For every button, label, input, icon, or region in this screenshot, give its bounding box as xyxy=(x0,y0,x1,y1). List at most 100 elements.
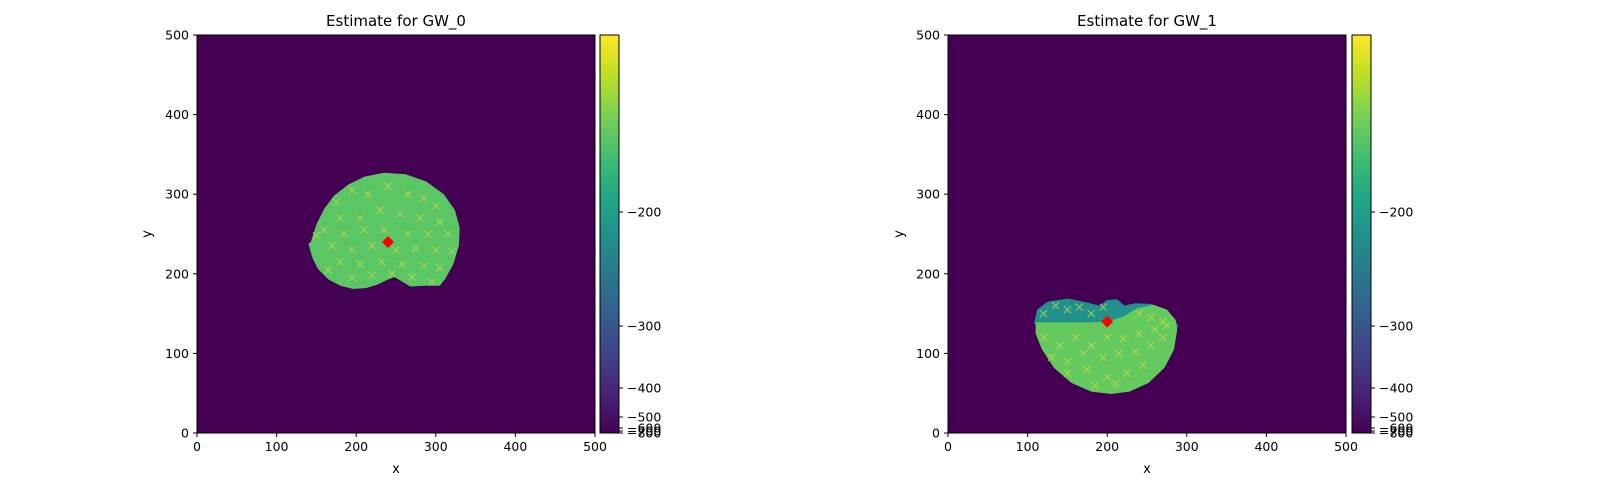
plot-frame xyxy=(947,34,1347,434)
sample-point-stroke xyxy=(376,206,384,215)
sample-point-stroke xyxy=(396,210,404,218)
sample-point xyxy=(435,263,444,272)
sample-point xyxy=(1091,381,1100,390)
y-tick-label: 100 xyxy=(916,346,940,361)
y-tick-label: 0 xyxy=(181,426,189,441)
sample-point xyxy=(1131,347,1139,356)
sample-point-stroke xyxy=(1135,309,1143,318)
sample-point xyxy=(419,194,428,203)
sample-point-stroke xyxy=(1103,373,1112,382)
panel-1-title: Estimate for GW_1 xyxy=(1077,12,1217,31)
colorbar-tick-label: −600 xyxy=(627,421,661,436)
sample-point-stroke xyxy=(1147,313,1155,322)
sample-point xyxy=(431,246,440,254)
sample-point xyxy=(1159,317,1167,326)
y-tick-label: 400 xyxy=(916,107,940,122)
sample-point xyxy=(423,230,432,238)
colorbar-tick-label: −300 xyxy=(627,319,661,334)
panel-1: Estimate for GW_1 0 100 200 300 400 500 0 100 20… xyxy=(892,12,1413,477)
sample-point-stroke xyxy=(356,214,365,222)
sample-point-stroke xyxy=(1075,303,1084,312)
sample-point-stroke xyxy=(1063,357,1072,366)
sample-point-stroke xyxy=(404,190,412,199)
colorbar-tick-label: −700 xyxy=(1379,424,1413,439)
sample-point-stroke xyxy=(415,214,424,222)
sample-point xyxy=(336,257,345,266)
panel-1-colorbar: −200 −300 −400 −500−600−700−800 xyxy=(1351,34,1413,441)
sample-point xyxy=(380,226,388,234)
sample-point xyxy=(348,273,357,282)
sample-point-stroke xyxy=(423,230,432,238)
sample-point xyxy=(332,198,341,207)
colorbar-tick-label: −300 xyxy=(1379,319,1413,334)
sample-point xyxy=(1047,353,1056,362)
sample-point-stroke xyxy=(1115,349,1124,358)
sample-point xyxy=(1159,333,1167,342)
sample-point-stroke xyxy=(336,214,345,222)
colorbar-frame xyxy=(599,34,620,434)
sample-point xyxy=(1115,349,1124,358)
true-source-marker xyxy=(1101,315,1114,328)
sample-point-stroke xyxy=(419,261,428,270)
sample-point xyxy=(419,261,428,270)
y-tick-label: 300 xyxy=(916,187,940,202)
sample-point xyxy=(377,257,386,266)
sample-point-stroke xyxy=(368,271,377,280)
y-tick-label: 500 xyxy=(916,28,940,43)
likelihood-region-1 xyxy=(1035,304,1178,394)
sample-point-stroke xyxy=(412,244,420,253)
panel-1-xlabel: x xyxy=(1143,462,1151,477)
sample-point xyxy=(427,277,436,286)
sample-point xyxy=(398,260,407,269)
sample-point-stroke xyxy=(1079,349,1088,358)
sample-point xyxy=(1103,373,1112,382)
sample-point-stroke xyxy=(1083,365,1092,374)
y-tick-label: 300 xyxy=(165,187,189,202)
sample-point-stroke xyxy=(377,257,386,266)
sample-point-stroke xyxy=(1039,333,1048,342)
panel-0-title: Estimate for GW_0 xyxy=(326,12,466,31)
sample-point xyxy=(368,271,377,280)
sample-point-stroke xyxy=(1151,325,1159,334)
sample-point-stroke xyxy=(360,226,369,234)
x-tick-label: 100 xyxy=(265,439,289,454)
sample-point-stroke xyxy=(356,260,365,269)
sample-point xyxy=(415,214,424,222)
sample-point-stroke xyxy=(384,182,392,191)
sample-point-stroke xyxy=(1123,369,1131,378)
sample-point-stroke xyxy=(1139,361,1147,370)
sample-point-stroke xyxy=(1099,353,1108,362)
sample-point-stroke xyxy=(443,230,452,238)
sample-point xyxy=(1099,353,1108,362)
sample-point xyxy=(435,218,444,226)
sample-point-stroke xyxy=(324,265,333,274)
y-tick-label: 200 xyxy=(916,266,940,281)
sample-point xyxy=(1051,301,1060,310)
x-tick-label: 300 xyxy=(1175,439,1199,454)
sample-point xyxy=(1147,313,1155,322)
sample-point xyxy=(1071,333,1080,342)
sample-point-stroke xyxy=(419,194,428,203)
sample-point-stroke xyxy=(1091,381,1100,390)
colorbar-gradient xyxy=(600,35,619,433)
sample-point-stroke xyxy=(380,226,388,234)
panel-0-ylabel: y xyxy=(140,230,155,238)
sample-point-stroke xyxy=(408,273,416,281)
colorbar-tick-label: −700 xyxy=(627,424,661,439)
sample-point xyxy=(443,230,452,238)
sample-point xyxy=(388,269,396,278)
sample-point xyxy=(1111,379,1120,388)
x-tick-label: 0 xyxy=(193,439,201,454)
sample-point xyxy=(404,190,412,199)
sample-point-stroke xyxy=(1051,301,1060,310)
x-tick-label: 500 xyxy=(583,439,607,454)
sample-point-stroke xyxy=(388,269,396,278)
sample-point xyxy=(1087,341,1096,350)
x-tick-label: 300 xyxy=(424,439,448,454)
colorbar-gradient xyxy=(1352,35,1371,433)
sample-point-stroke xyxy=(1111,379,1120,388)
colorbar-tick-label: −800 xyxy=(1379,426,1413,441)
sample-point xyxy=(356,214,365,222)
sample-point-stroke xyxy=(435,218,444,226)
